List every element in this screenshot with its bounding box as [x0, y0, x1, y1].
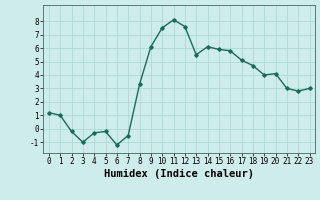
- X-axis label: Humidex (Indice chaleur): Humidex (Indice chaleur): [104, 169, 254, 179]
